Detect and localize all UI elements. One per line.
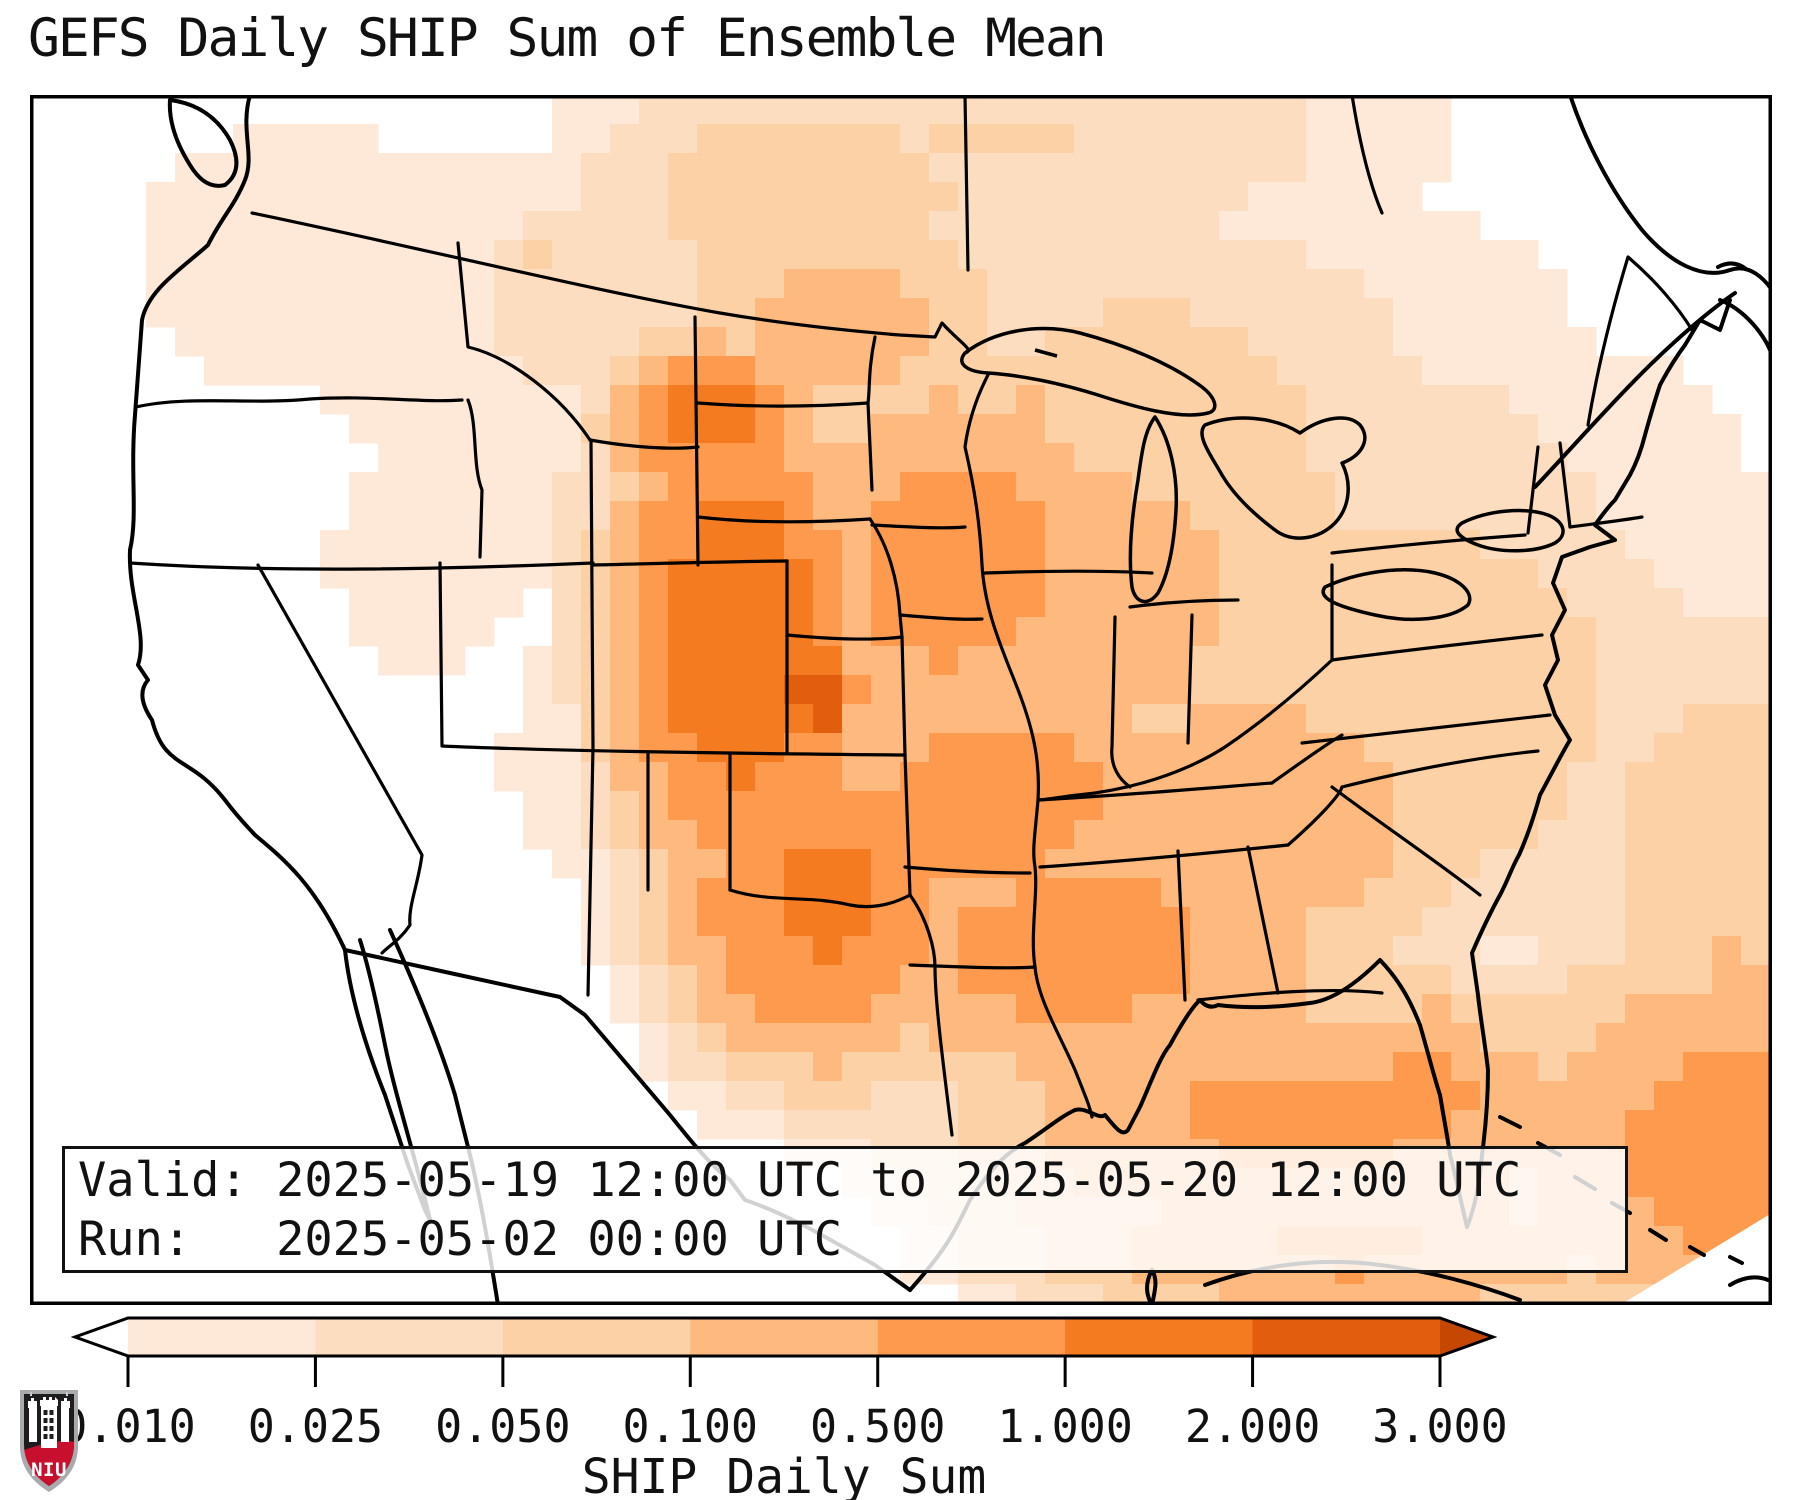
wa-id-mt-border	[456, 241, 592, 442]
37n-parallel	[440, 744, 907, 757]
colorbar-tick-label: 3.000	[1372, 1400, 1507, 1453]
mo-ar-border	[903, 865, 1032, 875]
ky-tn-border	[1036, 781, 1274, 802]
colorbar-ticks	[126, 1356, 1442, 1387]
st-lawrence-north-shore	[1568, 93, 1774, 292]
colorbar-tick-label: 1.000	[997, 1400, 1132, 1453]
colorbar-tick-label: 0.050	[435, 1400, 570, 1453]
colorbar-tick-label: 0.025	[248, 1400, 383, 1453]
red-river-ok-tx	[728, 888, 912, 909]
wi-il-border	[983, 569, 1154, 575]
ne-ks-border	[785, 633, 904, 641]
isle-royale	[1034, 348, 1058, 358]
prince-edward-island	[1716, 261, 1748, 271]
nc-sc-border	[1340, 749, 1540, 789]
ms-al-border	[1176, 849, 1187, 1002]
in-oh-border	[1186, 613, 1194, 745]
tn-south-border	[1038, 843, 1290, 869]
nd-sd-border	[696, 401, 870, 408]
niu-logo-text: NIU	[31, 1459, 67, 1481]
colorbar-tick-label: 0.100	[623, 1400, 758, 1453]
map-area	[30, 93, 1800, 1314]
mississippi-river	[963, 373, 1094, 1119]
al-ga-border	[1246, 845, 1280, 995]
appalachian-borders	[1270, 733, 1344, 847]
colorbar-tick-label: 2.000	[1185, 1400, 1320, 1453]
mn-dakotas-border	[866, 335, 877, 492]
vancouver-island-outline	[167, 98, 239, 188]
colorbar-tick-label: 0.500	[810, 1400, 945, 1453]
ohio-river	[1036, 658, 1334, 802]
colorbar-tick-label: 0.010	[60, 1400, 195, 1453]
figure-title: GEFS Daily SHIP Sum of Ensemble Mean	[28, 8, 1107, 69]
colorbar-axis-label: SHIP Daily Sum	[582, 1449, 987, 1500]
lake-superior	[960, 326, 1217, 417]
nv-ut-border	[438, 561, 444, 747]
sd-ne-border	[696, 515, 872, 524]
run-line: Run: 2025-05-02 00:00 UTC	[78, 1212, 843, 1267]
pa-md-border	[1330, 633, 1544, 662]
canada-province-lines	[963, 93, 1384, 272]
lake-michigan	[1128, 415, 1179, 604]
lake-erie	[1321, 568, 1472, 622]
104w-meridian	[693, 315, 700, 567]
new-england-borders	[1526, 441, 1644, 535]
niu-logo: NIU	[20, 1390, 78, 1492]
heatmap-cells	[146, 95, 1800, 1314]
wy-co-border	[591, 559, 789, 567]
ga-sc-border	[1330, 785, 1482, 897]
valid-line: Valid: 2025-05-19 12:00 UTC to 2025-05-2…	[78, 1153, 1522, 1208]
lake-huron	[1200, 416, 1367, 540]
valid-run-infobox: Valid: 2025-05-19 12:00 UTC to 2025-05-2…	[62, 1146, 1628, 1273]
us-ship-heatmap	[30, 93, 1800, 1314]
niu-castle-icon	[28, 1391, 70, 1448]
ia-mo-border	[898, 613, 984, 621]
state-boundaries	[128, 93, 1694, 1137]
colorbar-tick-labels: 0.010 0.025 0.050 0.100 0.500 1.000 2.000 3.000	[60, 1400, 1507, 1453]
pa-ny-border	[1330, 533, 1527, 555]
tx-la-border	[908, 893, 954, 1137]
ut-co-nm-meridian	[586, 438, 595, 997]
map-frame	[30, 95, 1772, 1305]
mn-ia-border	[870, 523, 967, 530]
fl-ga-al-border	[1196, 988, 1384, 1002]
ok-ar-border	[903, 753, 912, 897]
niu-shield-red-chevron	[24, 1440, 74, 1486]
ar-la-border	[908, 963, 1037, 970]
mt-wy-border	[588, 438, 700, 450]
great-lakes-outlines	[960, 326, 1565, 622]
pacific-coast	[127, 93, 432, 1222]
42n-parallel	[128, 561, 595, 571]
colorbar-segments	[75, 1318, 1493, 1356]
maine-borders	[1586, 255, 1694, 427]
or-id-border	[466, 398, 484, 559]
ca-nv-az-border	[256, 563, 424, 955]
mi-oh-in-border	[1128, 598, 1240, 609]
colorbar: 0.010 0.025 0.050 0.100 0.500 1.000 2.000 3.000…	[60, 1316, 1508, 1500]
tx-panhandle-borders	[646, 751, 732, 892]
il-in-border	[1110, 615, 1132, 789]
st-lawrence-south-shore	[1533, 291, 1737, 489]
wa-or-border	[134, 396, 464, 409]
canada-border	[250, 211, 970, 355]
